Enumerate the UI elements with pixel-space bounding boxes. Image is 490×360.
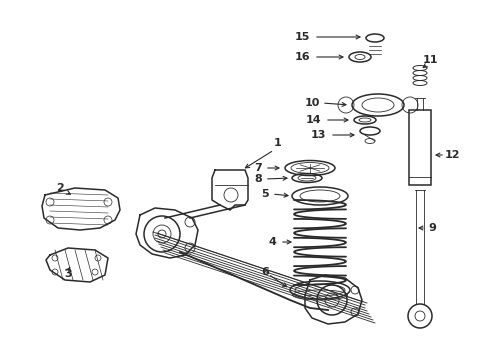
Text: 9: 9 [428, 223, 436, 233]
Text: 12: 12 [444, 150, 460, 160]
Text: 10: 10 [304, 98, 319, 108]
Text: 7: 7 [254, 163, 262, 173]
Text: 4: 4 [268, 237, 276, 247]
Text: 14: 14 [305, 115, 321, 125]
Text: 8: 8 [254, 174, 262, 184]
Text: 3: 3 [64, 269, 72, 279]
Text: 2: 2 [56, 183, 64, 193]
Text: 6: 6 [261, 267, 269, 277]
Text: 1: 1 [274, 138, 282, 148]
Text: 13: 13 [310, 130, 326, 140]
Text: 16: 16 [294, 52, 310, 62]
Text: 5: 5 [261, 189, 269, 199]
Text: 11: 11 [422, 55, 438, 65]
Text: 15: 15 [294, 32, 310, 42]
